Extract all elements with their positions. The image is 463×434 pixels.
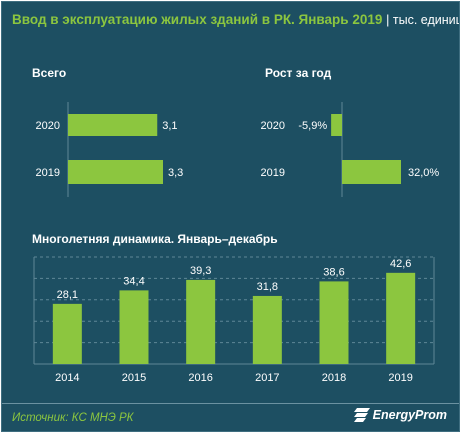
panel-dynamics: Многолетняя динамика. Январь–декабрь 28,1… [32, 232, 435, 384]
bar [252, 295, 282, 364]
data-label: -5,9% [298, 120, 327, 132]
panel-title: Многолетняя динамика. Январь–декабрь [32, 232, 278, 246]
category-label: 2020 [36, 120, 60, 132]
energyprom-logo-icon [353, 408, 370, 422]
data-label: 34,4 [123, 275, 144, 287]
bar [319, 281, 349, 364]
data-label: 32,0% [408, 167, 439, 179]
data-label: 28,1 [57, 289, 78, 301]
category-label: 2016 [188, 372, 212, 384]
data-label: 31,8 [257, 281, 278, 293]
bar [52, 303, 82, 364]
brand-logo: EnergyProm [353, 408, 447, 422]
bar [331, 114, 342, 136]
bar [68, 160, 163, 184]
data-label: 42,6 [390, 258, 411, 270]
category-label: 2019 [261, 167, 285, 179]
category-label: 2019 [36, 167, 60, 179]
source-note: Источник: КС МНЭ РК [12, 412, 134, 424]
title-unit: | тыс. единиц [386, 13, 460, 27]
data-label: 3,1 [162, 120, 177, 132]
footer-divider [2, 403, 459, 404]
panel-total: Всего 2020 3,1 2019 3,3 [32, 66, 183, 197]
bar [186, 279, 216, 364]
bar [68, 114, 158, 136]
category-label: 2017 [255, 372, 279, 384]
panel-title: Рост за год [265, 66, 332, 80]
category-label: 2014 [55, 372, 79, 384]
category-label: 2020 [261, 120, 285, 132]
category-label: 2015 [122, 372, 146, 384]
category-label: 2018 [322, 372, 346, 384]
chart-title: Ввод в эксплуатацию жилых зданий в РК. Я… [12, 12, 460, 27]
panel-growth: Рост за год 2020 -5,9% 2019 32,0% [261, 66, 439, 197]
brand-name: EnergyProm [372, 408, 447, 422]
data-label: 38,6 [323, 266, 344, 278]
data-label: 39,3 [190, 265, 211, 277]
bar [119, 290, 149, 364]
panel-title: Всего [32, 66, 66, 80]
bar [386, 272, 416, 364]
title-text: Ввод в эксплуатацию жилых зданий в РК. Я… [12, 12, 383, 27]
category-label: 2019 [388, 372, 412, 384]
data-label: 3,3 [168, 167, 183, 179]
bar [342, 160, 401, 184]
